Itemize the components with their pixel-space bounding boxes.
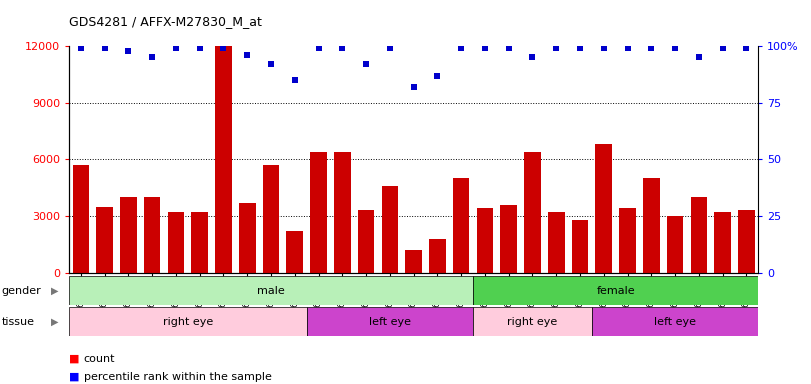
Bar: [72, 165, 89, 273]
Point: [645, 45, 658, 51]
Bar: [477, 209, 493, 273]
Text: percentile rank within the sample: percentile rank within the sample: [84, 372, 272, 382]
Bar: [406, 250, 422, 273]
Bar: [592, 307, 758, 336]
Bar: [239, 203, 255, 273]
Text: ▶: ▶: [51, 286, 58, 296]
Text: gender: gender: [2, 286, 41, 296]
Bar: [69, 276, 473, 305]
Point: [288, 77, 301, 83]
Bar: [263, 165, 279, 273]
Point: [122, 48, 135, 54]
Bar: [358, 210, 375, 273]
Point: [359, 61, 372, 67]
Text: ▶: ▶: [51, 316, 58, 327]
Point: [312, 45, 325, 51]
Point: [217, 45, 230, 51]
Bar: [429, 239, 446, 273]
Point: [621, 45, 634, 51]
Point: [431, 73, 444, 79]
Bar: [738, 210, 755, 273]
Bar: [524, 152, 541, 273]
Point: [526, 54, 539, 60]
Point: [264, 61, 277, 67]
Point: [169, 45, 182, 51]
Bar: [69, 307, 307, 336]
Bar: [473, 276, 758, 305]
Bar: [453, 178, 470, 273]
Text: left eye: left eye: [654, 316, 696, 327]
Point: [716, 45, 729, 51]
Point: [193, 45, 206, 51]
Point: [550, 45, 563, 51]
Bar: [168, 212, 184, 273]
Point: [98, 45, 111, 51]
Bar: [120, 197, 137, 273]
Text: GDS4281 / AFFX-M27830_M_at: GDS4281 / AFFX-M27830_M_at: [69, 15, 262, 28]
Bar: [714, 212, 731, 273]
Text: female: female: [596, 286, 635, 296]
Bar: [307, 307, 473, 336]
Text: count: count: [84, 354, 115, 364]
Point: [502, 45, 515, 51]
Bar: [334, 152, 350, 273]
Text: tissue: tissue: [2, 316, 35, 327]
Text: ■: ■: [69, 372, 79, 382]
Point: [573, 45, 586, 51]
Bar: [97, 207, 113, 273]
Bar: [620, 209, 636, 273]
Point: [407, 84, 420, 90]
Bar: [311, 152, 327, 273]
Bar: [473, 307, 592, 336]
Point: [668, 45, 681, 51]
Bar: [215, 46, 232, 273]
Bar: [690, 197, 707, 273]
Bar: [381, 186, 398, 273]
Text: male: male: [257, 286, 285, 296]
Text: left eye: left eye: [369, 316, 411, 327]
Point: [597, 45, 610, 51]
Text: right eye: right eye: [508, 316, 558, 327]
Bar: [595, 144, 612, 273]
Point: [478, 45, 491, 51]
Bar: [643, 178, 659, 273]
Point: [384, 45, 397, 51]
Bar: [572, 220, 588, 273]
Point: [455, 45, 468, 51]
Text: ■: ■: [69, 354, 79, 364]
Bar: [191, 212, 208, 273]
Bar: [286, 231, 303, 273]
Bar: [500, 205, 517, 273]
Bar: [667, 216, 684, 273]
Bar: [144, 197, 161, 273]
Point: [75, 45, 88, 51]
Point: [740, 45, 753, 51]
Bar: [548, 212, 564, 273]
Point: [693, 54, 706, 60]
Text: right eye: right eye: [163, 316, 213, 327]
Point: [241, 52, 254, 58]
Point: [336, 45, 349, 51]
Point: [146, 54, 159, 60]
